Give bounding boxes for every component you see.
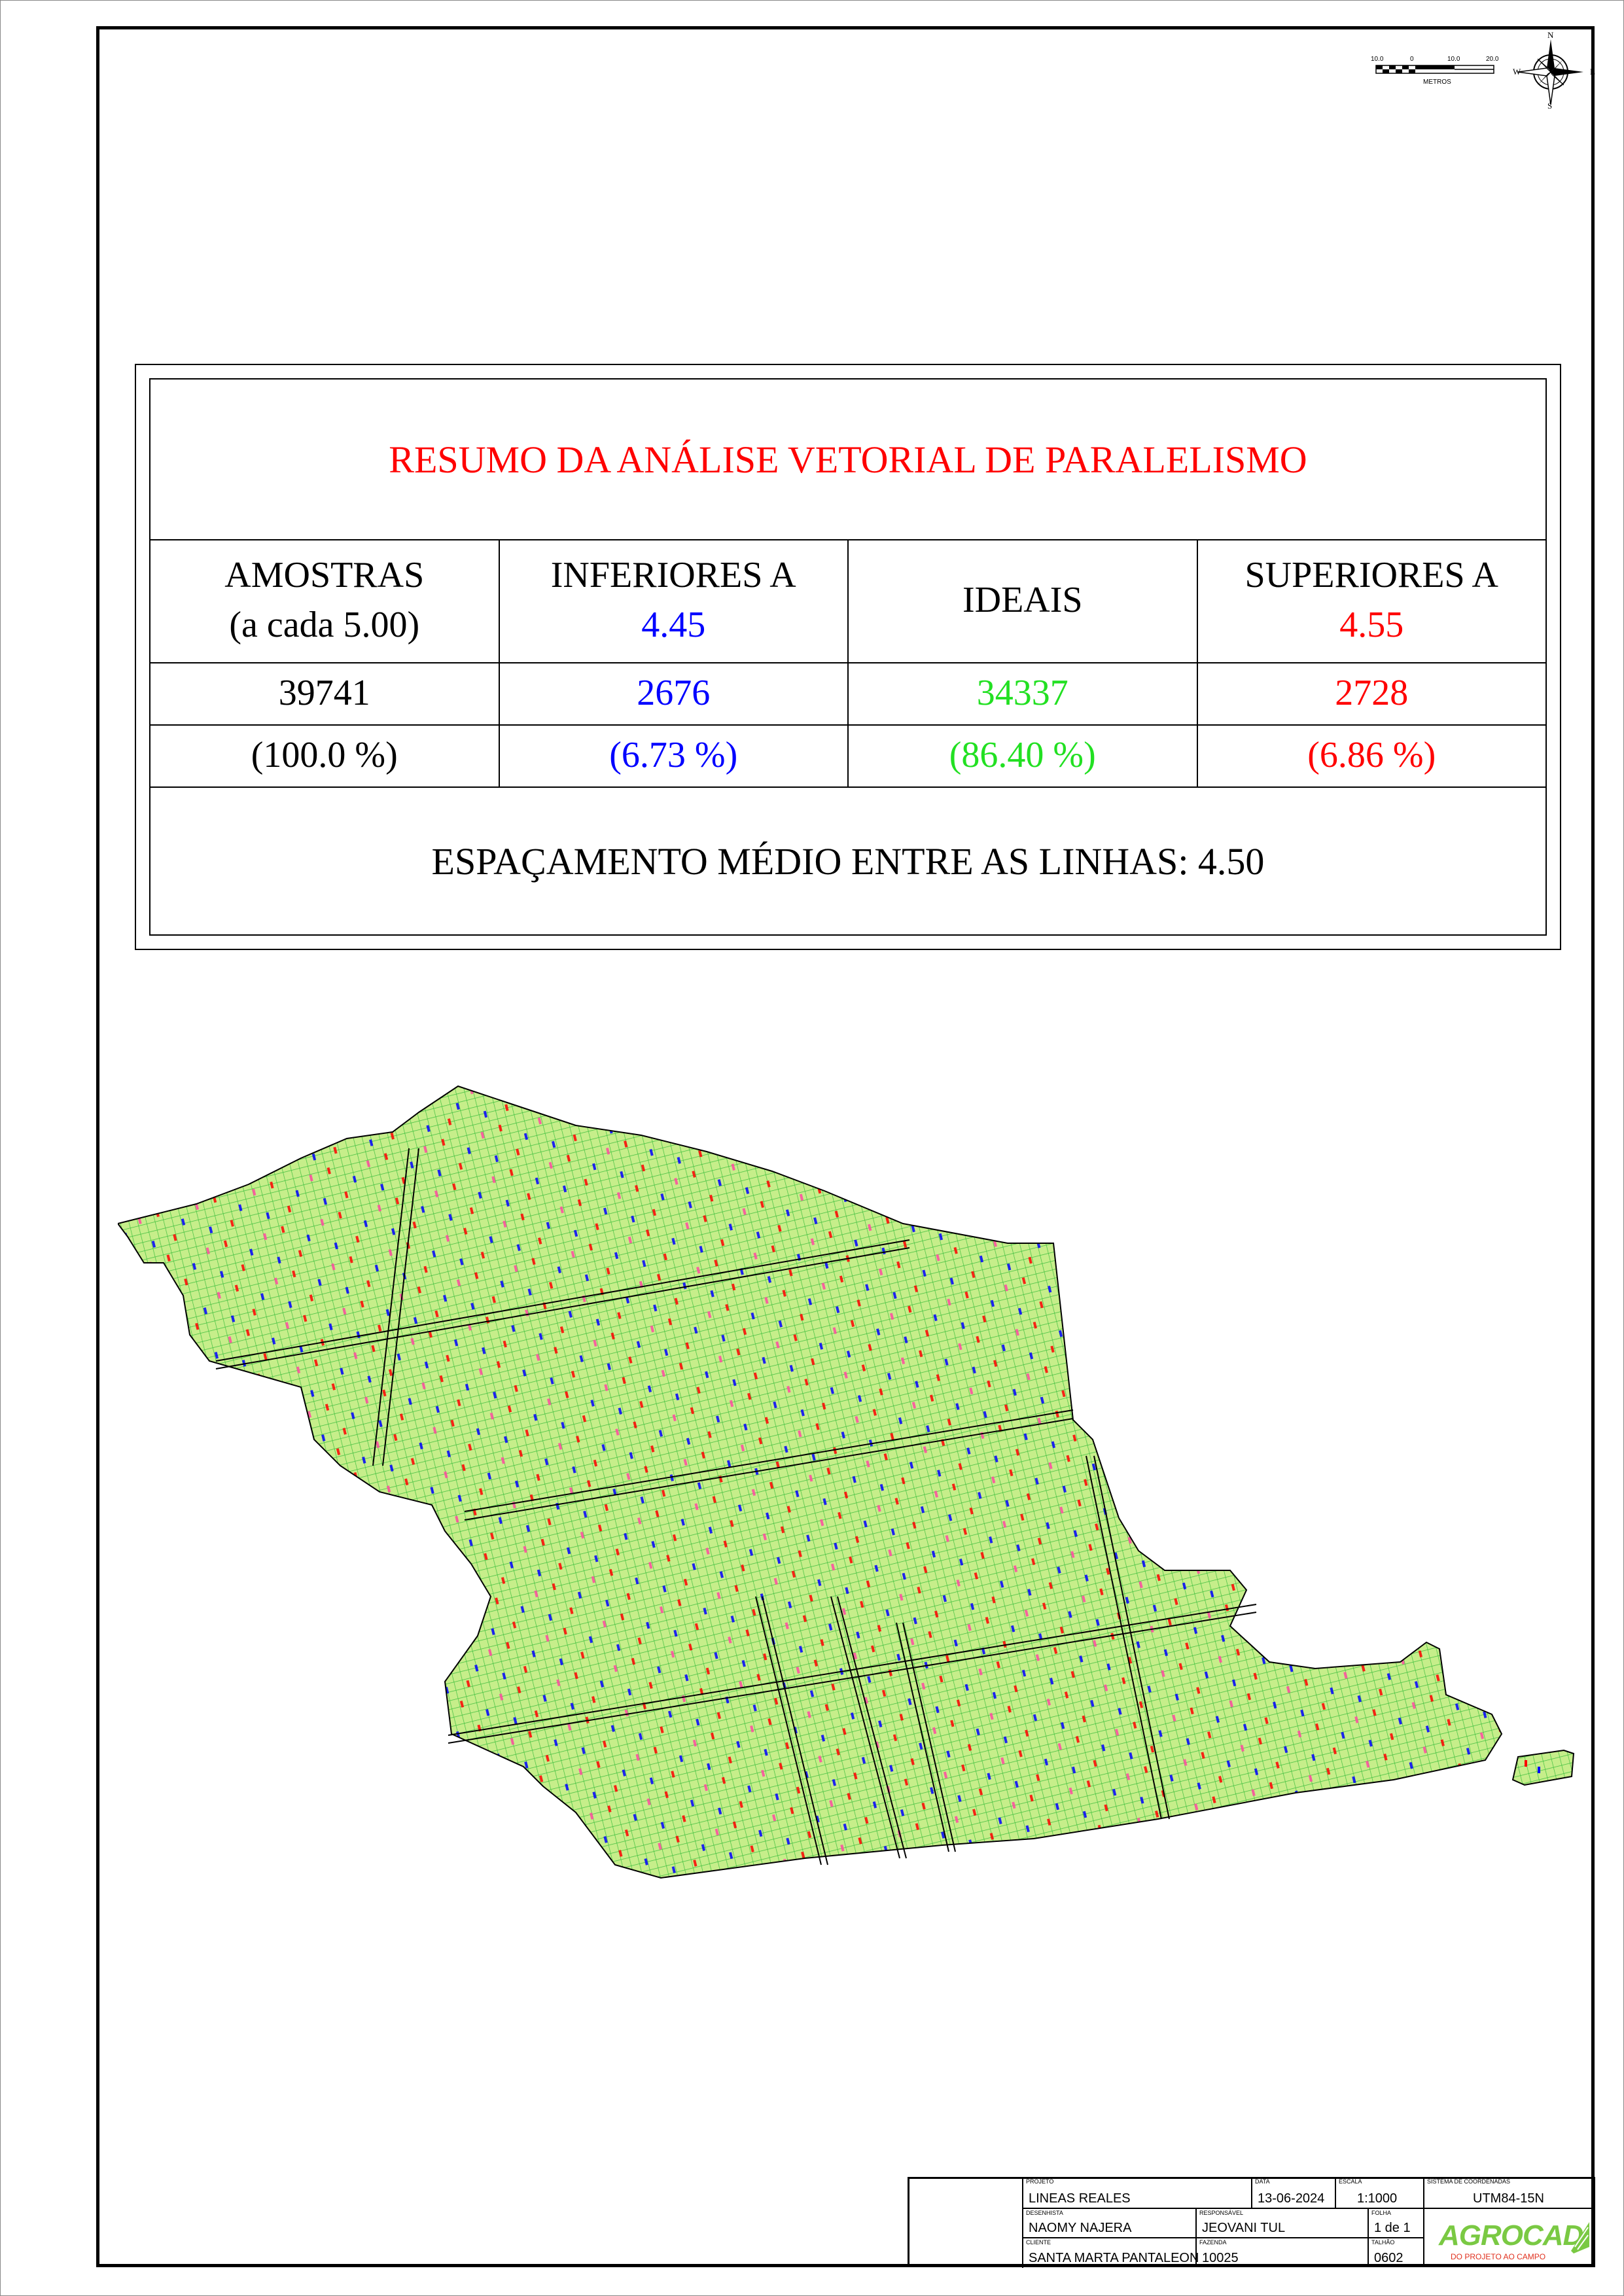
value-responsavel: JEOVANI TUL bbox=[1202, 2221, 1286, 2235]
average-spacing: ESPAÇAMENTO MÉDIO ENTRE AS LINHAS: 4.50 bbox=[431, 839, 1265, 883]
caption-fazenda: FAZENDA bbox=[1199, 2239, 1227, 2246]
cell-responsavel: RESPONSÁVEL JEOVANI TUL bbox=[1195, 2208, 1368, 2237]
header-upper-threshold: 4.55 bbox=[1339, 605, 1404, 645]
cell-escala: ESCALA 1:1000 bbox=[1335, 2178, 1423, 2208]
header-lower: INFERIORES A 4.45 bbox=[500, 539, 849, 662]
caption-cliente: CLIENTE bbox=[1026, 2239, 1051, 2246]
caption-responsavel: RESPONSÁVEL bbox=[1199, 2210, 1244, 2216]
scale-bar: 10.0 0 10.0 20.0 METROS bbox=[1371, 52, 1502, 92]
caption-escala: ESCALA bbox=[1339, 2178, 1362, 2185]
value-desenhista: NAOMY NAJERA bbox=[1029, 2221, 1132, 2235]
count-lower: 2676 bbox=[500, 662, 849, 724]
title-block: PROJETO LINEAS REALES DATA 13-06-2024 ES… bbox=[908, 2177, 1595, 2268]
header-upper-label: SUPERIORES A bbox=[1244, 555, 1498, 596]
header-lower-threshold: 4.45 bbox=[641, 605, 706, 645]
caption-talhao: TALHÃO bbox=[1371, 2239, 1395, 2246]
north-arrow: N S E W bbox=[1498, 30, 1603, 111]
summary-table-frame bbox=[135, 364, 1561, 950]
value-folha: 1 de 1 bbox=[1374, 2221, 1411, 2235]
count-ideal: 34337 bbox=[849, 662, 1198, 724]
percent-samples: (100.0 %) bbox=[150, 724, 500, 786]
logo-leaf-icon bbox=[1571, 2222, 1589, 2253]
caption-sistema: SISTEMA DE COORDENADAS bbox=[1427, 2178, 1511, 2185]
percent-ideal: (86.40 %) bbox=[849, 724, 1198, 786]
logo-tagline: DO PROJETO AO CAMPO bbox=[1451, 2252, 1546, 2261]
scale-tick-label: 0 bbox=[1410, 56, 1414, 63]
header-upper: SUPERIORES A 4.55 bbox=[1198, 539, 1546, 662]
count-upper: 2728 bbox=[1335, 672, 1409, 713]
scale-tick-label: 10.0 bbox=[1371, 56, 1384, 63]
header-samples-interval: (a cada 5.00) bbox=[229, 605, 420, 645]
summary-percent-row: (100.0 %) (6.73 %) (86.40 %) (6.86 %) bbox=[150, 724, 1545, 788]
percent-upper: (6.86 %) bbox=[1307, 734, 1436, 775]
value-escala: 1:1000 bbox=[1357, 2191, 1398, 2206]
count-samples: 39741 bbox=[150, 662, 500, 724]
agrocad-logo: AGROCAD DO PROJETO AO CAMPO bbox=[1423, 2208, 1595, 2267]
header-samples: AMOSTRAS (a cada 5.00) bbox=[150, 539, 500, 662]
summary-title: RESUMO DA ANÁLISE VETORIAL DE PARALELISM… bbox=[150, 380, 1545, 540]
compass-e: E bbox=[1590, 67, 1595, 77]
caption-desenhista: DESENHISTA bbox=[1026, 2210, 1063, 2216]
scale-tick-label: 20.0 bbox=[1486, 56, 1499, 63]
value-sistema: UTM84-15N bbox=[1473, 2191, 1544, 2206]
scale-tick-label: 10.0 bbox=[1447, 56, 1460, 63]
cell-fazenda: FAZENDA 10025 bbox=[1195, 2237, 1368, 2267]
compass-s: S bbox=[1547, 101, 1553, 111]
cell-projeto: PROJETO LINEAS REALES bbox=[1022, 2178, 1251, 2208]
value-talhao: 0602 bbox=[1374, 2251, 1403, 2265]
summary-count-row: 39741 2676 34337 2728 bbox=[150, 662, 1545, 726]
logo-wordmark: AGROCAD bbox=[1439, 2219, 1583, 2252]
cell-talhao: TALHÃO 0602 bbox=[1368, 2237, 1423, 2267]
caption-projeto: PROJETO bbox=[1026, 2178, 1054, 2185]
cell-folha: FOLHA 1 de 1 bbox=[1368, 2208, 1423, 2237]
caption-folha: FOLHA bbox=[1371, 2210, 1392, 2216]
sheet-border bbox=[96, 26, 1595, 2267]
summary-table: RESUMO DA ANÁLISE VETORIAL DE PARALELISM… bbox=[149, 378, 1547, 936]
header-samples-label: AMOSTRAS bbox=[224, 555, 425, 596]
scale-unit-label: METROS bbox=[1423, 79, 1451, 86]
scale-bar-graphic bbox=[1375, 65, 1494, 74]
compass-w: W bbox=[1513, 67, 1521, 77]
cell-desenhista: DESENHISTA NAOMY NAJERA bbox=[1022, 2208, 1195, 2237]
percent-lower: (6.73 %) bbox=[500, 724, 849, 786]
field-map-graphic bbox=[116, 1085, 1575, 1879]
value-data: 13-06-2024 bbox=[1258, 2191, 1325, 2206]
cell-cliente: CLIENTE SANTA MARTA PANTALEON bbox=[1022, 2237, 1199, 2267]
compass-rose-icon bbox=[1517, 39, 1583, 105]
field-map bbox=[116, 1073, 1583, 1898]
cell-data: DATA 13-06-2024 bbox=[1251, 2178, 1335, 2208]
header-lower-label: INFERIORES A bbox=[550, 555, 796, 596]
header-ideal-label: IDEAIS bbox=[962, 580, 1083, 621]
summary-header-row: AMOSTRAS (a cada 5.00) INFERIORES A 4.45… bbox=[150, 539, 1545, 663]
value-projeto: LINEAS REALES bbox=[1029, 2191, 1131, 2206]
compass-n: N bbox=[1547, 30, 1554, 40]
cell-sistema: SISTEMA DE COORDENADAS UTM84-15N bbox=[1423, 2178, 1595, 2208]
value-fazenda: 10025 bbox=[1202, 2251, 1239, 2265]
caption-data: DATA bbox=[1255, 2178, 1270, 2185]
value-cliente: SANTA MARTA PANTALEON bbox=[1029, 2251, 1199, 2265]
header-ideal: IDEAIS bbox=[849, 539, 1198, 662]
